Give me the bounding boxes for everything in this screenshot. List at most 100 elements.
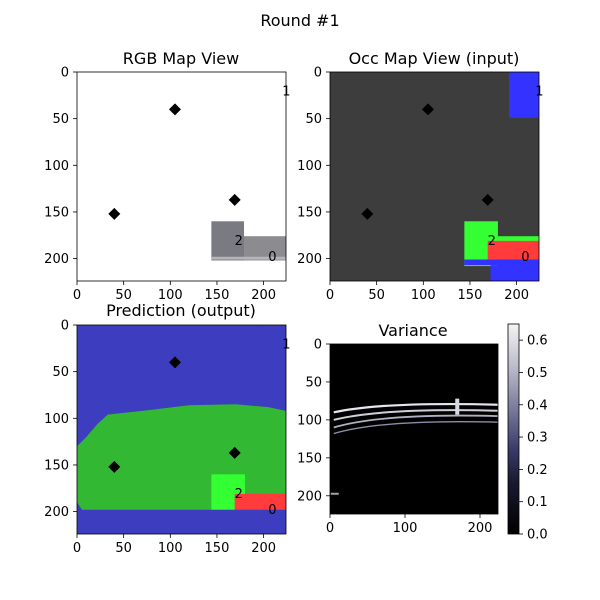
- variance-streak: [333, 414, 499, 429]
- x-tick-label: 100: [411, 288, 436, 303]
- colorbar-tick-label: 0.4: [527, 398, 548, 413]
- goal-label: 2: [488, 234, 496, 249]
- variance-content: [330, 398, 499, 495]
- y-tick-label: 100: [297, 413, 322, 428]
- occ-map-frame: [329, 71, 540, 282]
- y-tick-label: 0: [314, 338, 322, 353]
- variance-streak: [333, 402, 499, 414]
- goal-label: 1: [282, 85, 290, 100]
- colorbar-tick-label: 0.1: [527, 495, 548, 510]
- goal-label: 0: [268, 503, 276, 518]
- y-tick-label: 200: [297, 252, 322, 267]
- agent-marker: [108, 460, 121, 473]
- agent-marker: [168, 356, 181, 369]
- prediction-title: Prediction (output): [106, 301, 256, 320]
- x-tick-label: 200: [468, 521, 493, 536]
- pred-obstacle: [256, 325, 286, 371]
- y-tick-label: 0: [61, 66, 69, 81]
- occ-map-axes: 0 50 100 150 200 0 50 100 150 200: [297, 66, 529, 304]
- variance-streak: [333, 420, 499, 435]
- y-tick-label: 200: [44, 505, 69, 520]
- prediction-frame: [76, 324, 287, 535]
- x-tick-label: 50: [115, 288, 132, 303]
- x-tick-label: 0: [73, 288, 81, 303]
- y-tick-label: 150: [44, 458, 69, 473]
- colorbar-tick-label: 0.0: [527, 528, 548, 543]
- x-tick-label: 0: [73, 541, 81, 556]
- y-tick-label: 50: [52, 365, 69, 380]
- rgb-map-axes: 0 50 100 150 200 0 50 100 150 200: [44, 66, 276, 304]
- goal-label: 0: [521, 250, 529, 265]
- x-tick-label: 150: [458, 288, 483, 303]
- colorbar-ticks: 0.0 0.1 0.2 0.3 0.4 0.5 0.6: [519, 334, 548, 543]
- x-tick-label: 0: [326, 288, 334, 303]
- x-tick-label: 200: [251, 541, 276, 556]
- occ-obstacle: [509, 72, 539, 118]
- y-tick-label: 100: [44, 159, 69, 174]
- y-tick-label: 200: [297, 489, 322, 504]
- pred-goal-red: [234, 493, 286, 513]
- x-tick-label: 150: [205, 288, 230, 303]
- variance-spot: [330, 492, 339, 495]
- rgb-map-frame: [76, 71, 287, 282]
- y-tick-label: 200: [44, 252, 69, 267]
- agent-marker: [421, 103, 434, 116]
- variance-spot: [455, 398, 460, 415]
- x-tick-label: 100: [158, 288, 183, 303]
- variance-panel: Variance 0 100 200 0 50 100 150 200: [297, 321, 499, 537]
- figure-title: Round #1: [260, 11, 339, 30]
- y-tick-label: 100: [297, 159, 322, 174]
- colorbar-tick-label: 0.5: [527, 366, 548, 381]
- x-tick-label: 150: [205, 541, 230, 556]
- agent-marker: [481, 193, 494, 206]
- occ-map-content: 1 2 0: [361, 72, 544, 281]
- occ-goal-red: [487, 240, 539, 260]
- agent-marker: [361, 207, 374, 220]
- goal-label: 1: [535, 85, 543, 100]
- colorbar-tick-label: 0.3: [527, 431, 548, 446]
- rgb-patch: [211, 221, 245, 261]
- occ-obstacle: [490, 265, 539, 281]
- goal-label: 2: [235, 234, 243, 249]
- y-tick-label: 50: [305, 375, 322, 390]
- colorbar: 0.0 0.1 0.2 0.3 0.4 0.5 0.6: [507, 323, 548, 543]
- goal-label: 0: [268, 250, 276, 265]
- occ-obstacle: [464, 259, 539, 266]
- prediction-axes: 0 50 100 150 200 0 50 100 150 200: [44, 319, 276, 557]
- rgb-patch-edge: [211, 256, 286, 260]
- rgb-map-panel: RGB Map View 1 2 0 0 50 100 150 200 0 50 100 150 20…: [44, 49, 290, 303]
- agent-marker: [168, 103, 181, 116]
- occ-map-title: Occ Map View (input): [349, 49, 520, 68]
- y-tick-label: 50: [305, 112, 322, 127]
- agent-marker: [228, 193, 241, 206]
- colorbar-tick-label: 0.6: [527, 334, 548, 349]
- rgb-map-content: 1 2 0: [108, 85, 291, 265]
- agent-marker: [228, 446, 241, 459]
- goal-label: 1: [282, 338, 290, 353]
- colorbar-tick-label: 0.2: [527, 463, 548, 478]
- x-tick-label: 0: [326, 521, 334, 536]
- prediction-panel: Prediction (output) 1 2 0 0 50 100 150 200 0 50 1…: [44, 301, 290, 556]
- y-tick-label: 0: [314, 66, 322, 81]
- y-tick-label: 50: [52, 112, 69, 127]
- x-tick-label: 50: [368, 288, 385, 303]
- colorbar-gradient: [507, 323, 520, 535]
- variance-frame: [329, 343, 499, 515]
- x-tick-label: 100: [393, 521, 418, 536]
- variance-streak: [333, 409, 499, 421]
- y-tick-label: 100: [44, 412, 69, 427]
- y-tick-label: 150: [297, 205, 322, 220]
- x-tick-label: 100: [158, 541, 183, 556]
- variance-background: [330, 344, 498, 514]
- variance-title: Variance: [378, 321, 447, 340]
- prediction-content: 1 2 0: [77, 325, 291, 534]
- x-tick-label: 50: [115, 541, 132, 556]
- y-tick-label: 150: [44, 205, 69, 220]
- occ-goal-green: [497, 236, 539, 244]
- x-tick-label: 200: [251, 288, 276, 303]
- occ-map-panel: Occ Map View (input) 1 2 0 0 50 100 150 200 0 50…: [297, 49, 543, 303]
- rgb-map-title: RGB Map View: [123, 49, 239, 68]
- y-tick-label: 0: [61, 319, 69, 334]
- variance-axes: 0 100 200 0 50 100 150 200: [297, 338, 492, 537]
